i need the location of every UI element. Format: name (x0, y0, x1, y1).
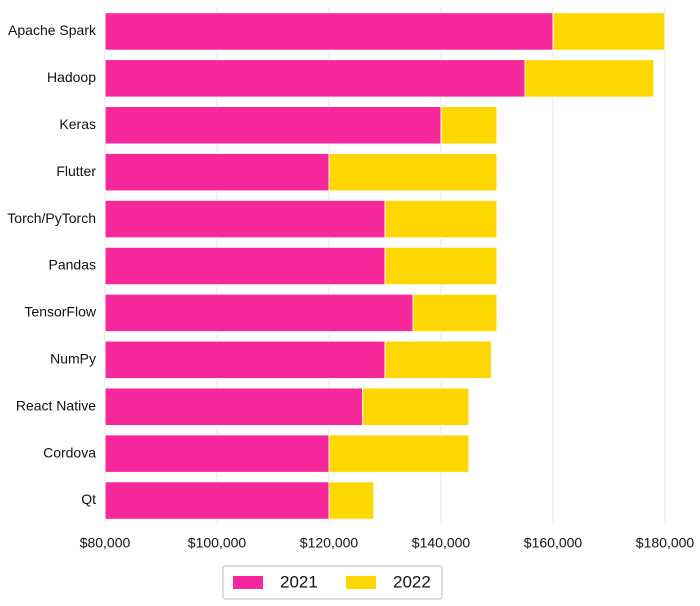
bar (104, 246, 386, 286)
bar (104, 340, 386, 380)
x-tick-label: $140,000 (412, 535, 471, 551)
x-tick-label: $180,000 (636, 535, 695, 551)
legend-box (222, 565, 443, 600)
legend-label: 2021 (280, 572, 318, 591)
bar (104, 199, 386, 239)
legend-swatch (233, 576, 263, 589)
x-tick-label: $100,000 (188, 535, 247, 551)
bar (104, 12, 554, 51)
bar (104, 59, 526, 98)
legend-swatch (346, 576, 376, 589)
y-tick-label: Keras (59, 116, 96, 132)
y-tick-label: Cordova (43, 444, 96, 460)
bar (104, 434, 330, 473)
y-tick-label: TensorFlow (24, 304, 96, 320)
x-tick-label: $120,000 (300, 535, 359, 551)
y-tick-label: NumPy (50, 351, 96, 367)
y-tick-label: Torch/PyTorch (7, 210, 96, 226)
y-tick-label: React Native (16, 397, 96, 413)
legend-label: 2022 (393, 572, 431, 591)
x-tick-label: $80,000 (80, 535, 131, 551)
y-tick-label: Flutter (56, 163, 96, 179)
bar (104, 387, 364, 426)
y-tick-label: Hadoop (47, 69, 96, 85)
bar (104, 293, 414, 333)
x-tick-label: $160,000 (524, 535, 583, 551)
y-tick-label: Pandas (49, 257, 96, 273)
y-tick-label: Apache Spark (8, 22, 97, 38)
bar (104, 481, 330, 520)
bar (104, 152, 330, 192)
y-tick-label: Qt (81, 491, 96, 507)
bar (104, 106, 442, 145)
